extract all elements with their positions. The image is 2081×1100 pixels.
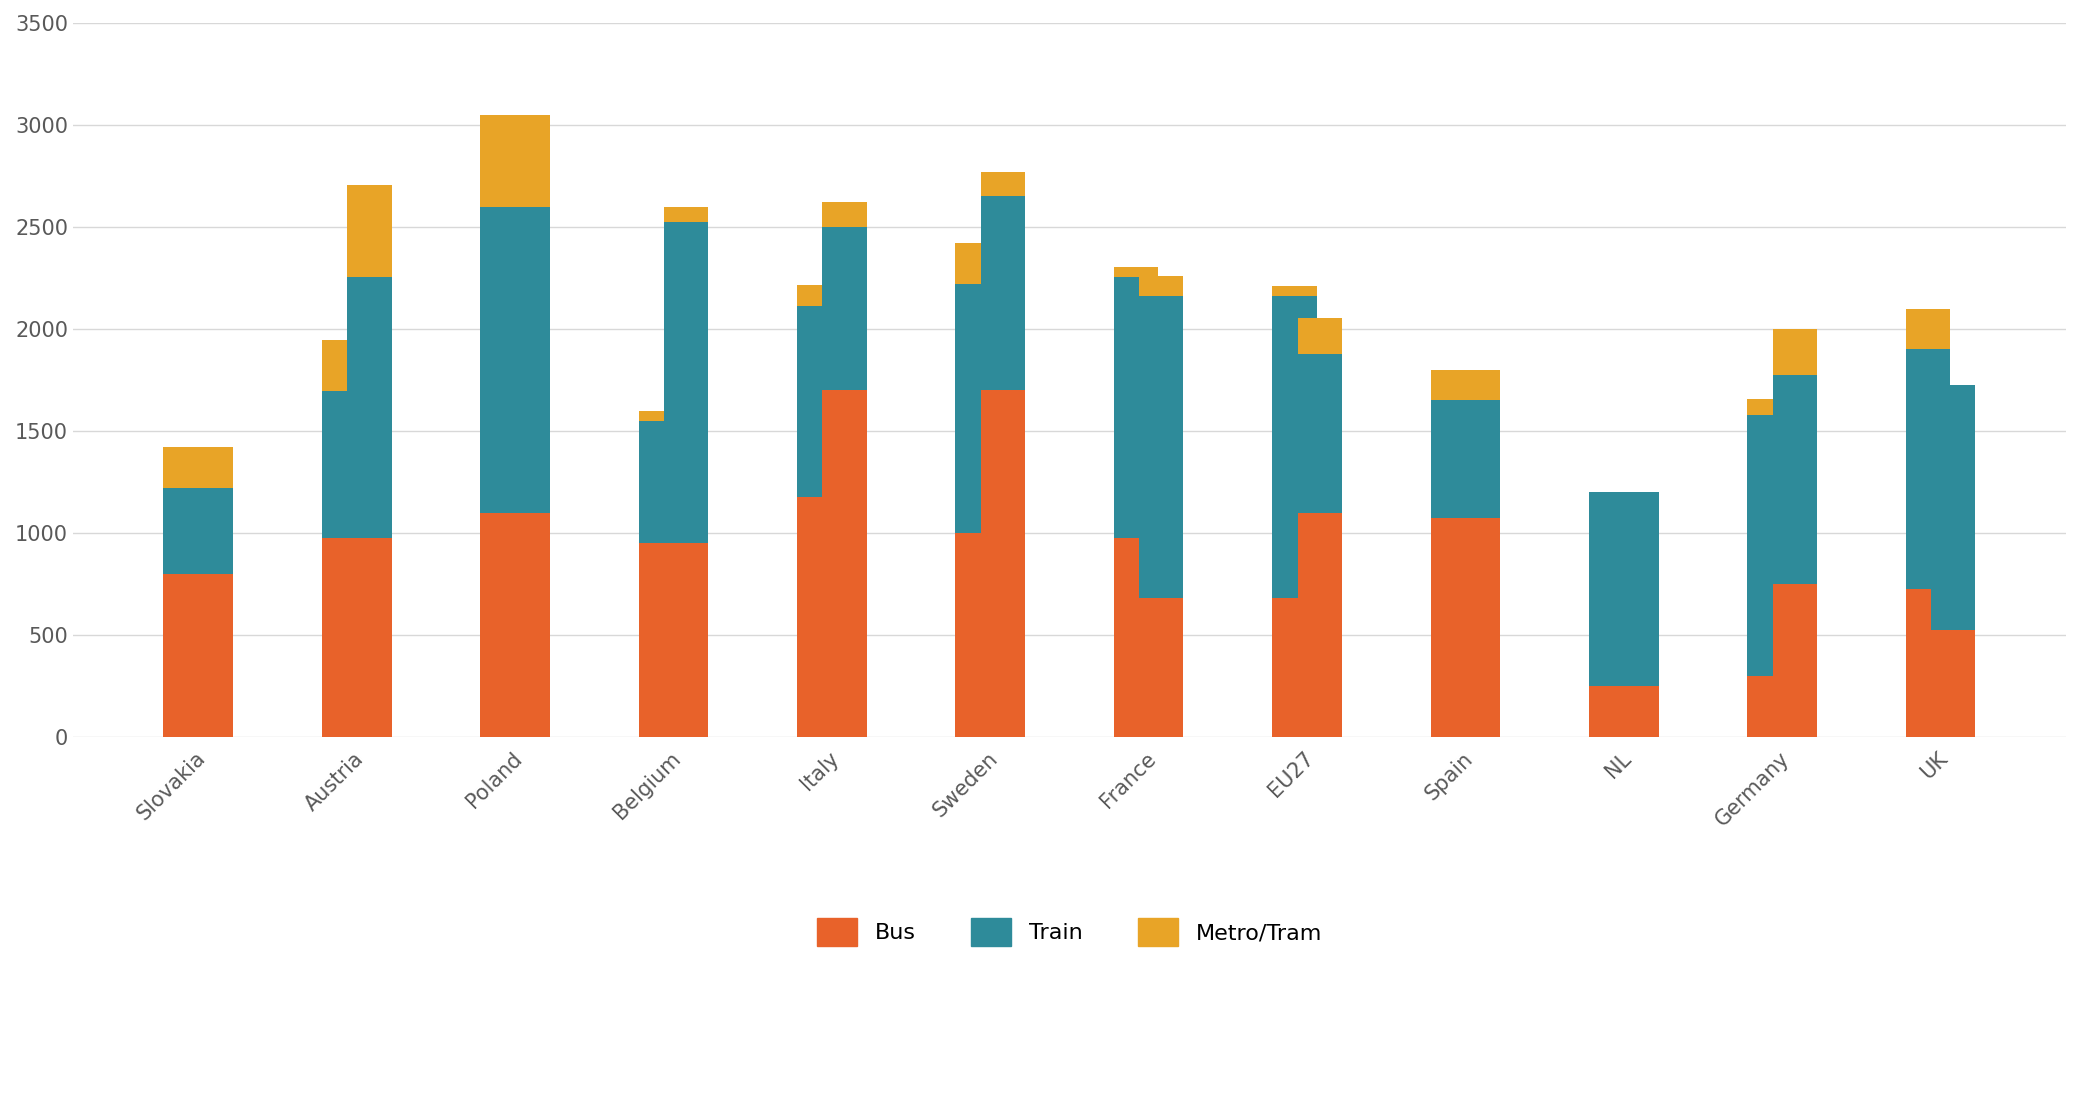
- Legend: Bus, Train, Metro/Tram: Bus, Train, Metro/Tram: [807, 910, 1332, 955]
- Bar: [481, 513, 524, 737]
- Bar: [1773, 329, 1817, 375]
- Bar: [664, 222, 708, 543]
- Bar: [955, 284, 999, 534]
- Bar: [822, 201, 866, 227]
- Bar: [1113, 277, 1159, 538]
- Bar: [1138, 296, 1184, 598]
- Bar: [1748, 675, 1792, 737]
- Bar: [1271, 598, 1317, 737]
- Bar: [1773, 584, 1817, 737]
- Bar: [348, 185, 391, 277]
- Bar: [1748, 399, 1792, 415]
- Bar: [1430, 518, 1475, 737]
- Bar: [189, 448, 233, 488]
- Bar: [506, 207, 549, 513]
- Bar: [1457, 400, 1500, 518]
- Bar: [1271, 296, 1317, 598]
- Bar: [664, 207, 708, 222]
- Bar: [1113, 267, 1159, 277]
- Bar: [1773, 375, 1817, 584]
- Bar: [1615, 492, 1659, 686]
- Bar: [980, 197, 1026, 390]
- Bar: [1299, 513, 1342, 737]
- Bar: [1299, 353, 1342, 513]
- Bar: [980, 390, 1026, 737]
- Bar: [348, 277, 391, 538]
- Bar: [189, 574, 233, 737]
- Bar: [1590, 686, 1634, 737]
- Bar: [955, 534, 999, 737]
- Bar: [481, 207, 524, 513]
- Bar: [1906, 350, 1950, 590]
- Bar: [1748, 415, 1792, 675]
- Bar: [955, 243, 999, 284]
- Bar: [164, 574, 208, 737]
- Bar: [189, 488, 233, 574]
- Bar: [822, 227, 866, 390]
- Bar: [1906, 590, 1950, 737]
- Bar: [1931, 630, 1975, 737]
- Bar: [506, 513, 549, 737]
- Bar: [1906, 309, 1950, 350]
- Bar: [323, 392, 366, 538]
- Bar: [323, 340, 366, 392]
- Bar: [1138, 598, 1184, 737]
- Bar: [164, 448, 208, 488]
- Bar: [481, 114, 524, 207]
- Bar: [797, 285, 841, 306]
- Bar: [1457, 518, 1500, 737]
- Bar: [664, 543, 708, 737]
- Bar: [1113, 538, 1159, 737]
- Bar: [1430, 400, 1475, 518]
- Bar: [1615, 686, 1659, 737]
- Bar: [639, 543, 683, 737]
- Bar: [1299, 318, 1342, 353]
- Bar: [822, 390, 866, 737]
- Bar: [1457, 370, 1500, 400]
- Bar: [1271, 286, 1317, 296]
- Bar: [797, 306, 841, 497]
- Bar: [1430, 370, 1475, 400]
- Bar: [164, 488, 208, 574]
- Bar: [639, 410, 683, 421]
- Bar: [639, 421, 683, 543]
- Bar: [323, 538, 366, 737]
- Bar: [1590, 492, 1634, 686]
- Bar: [348, 538, 391, 737]
- Bar: [506, 114, 549, 207]
- Bar: [980, 172, 1026, 197]
- Bar: [1138, 276, 1184, 296]
- Bar: [1931, 385, 1975, 630]
- Bar: [797, 497, 841, 737]
